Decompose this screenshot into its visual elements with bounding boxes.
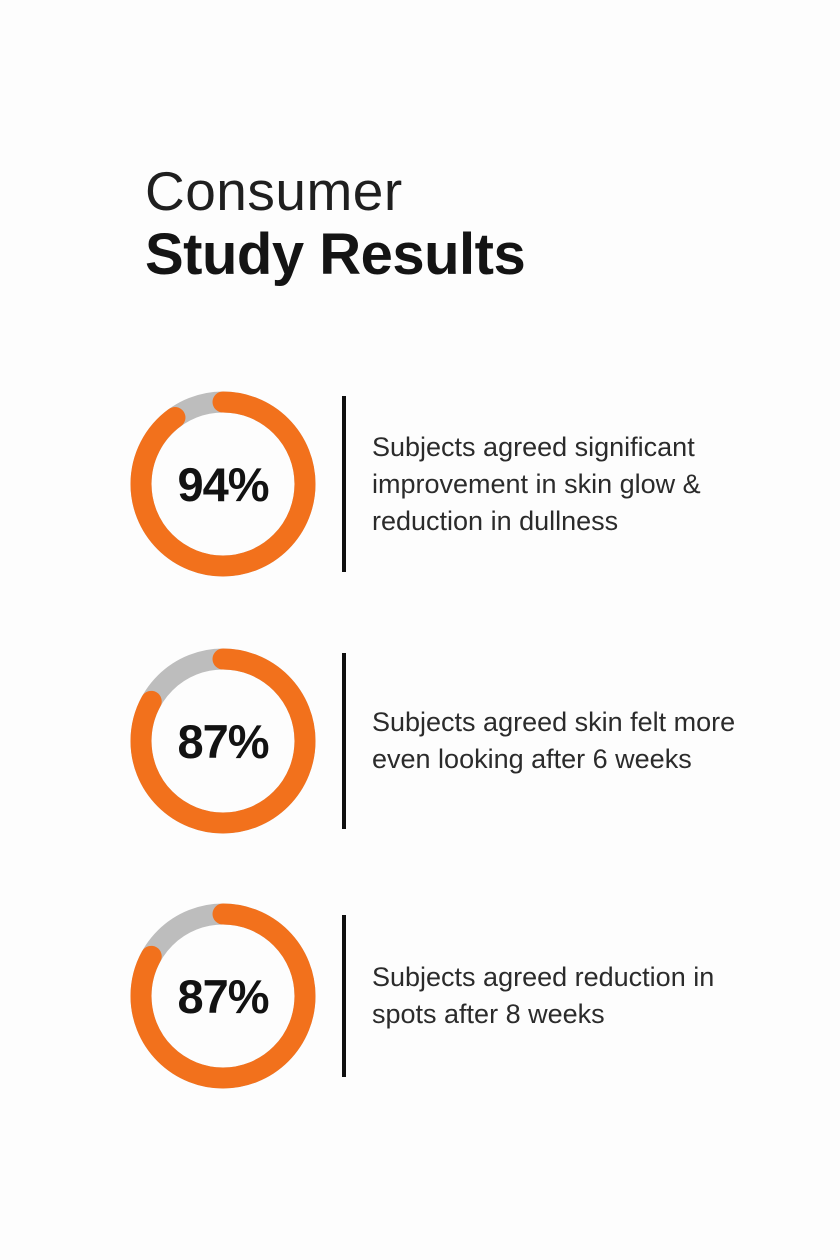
vertical-divider — [342, 396, 346, 572]
donut-ring-svg — [130, 391, 316, 577]
donut-chart: 87% — [130, 648, 316, 834]
result-row: 87% Subjects agreed skin felt more even … — [130, 648, 752, 834]
result-description: Subjects agreed skin felt more even look… — [372, 707, 736, 774]
vertical-divider — [342, 915, 346, 1077]
title-line-2: Study Results — [145, 222, 526, 287]
vertical-divider — [342, 653, 346, 829]
title-line-1: Consumer — [145, 160, 403, 222]
donut-chart: 94% — [130, 391, 316, 577]
donut-ring-svg — [130, 903, 316, 1089]
percent-label: 87% — [177, 969, 269, 1023]
donut-chart: 87% — [130, 903, 316, 1089]
result-row: 87% Subjects agreed reduction in spots a… — [130, 903, 752, 1089]
result-row: 94% Subjects agreed significant improvem… — [130, 391, 752, 577]
donut-ring-svg — [130, 648, 316, 834]
page-title: Consumer Study Results — [145, 160, 526, 287]
percent-label: 94% — [177, 457, 269, 511]
result-description: Subjects agreed significant improvement … — [372, 431, 701, 536]
result-description: Subjects agreed reduction in spots after… — [372, 962, 715, 1029]
percent-label: 87% — [177, 714, 269, 768]
